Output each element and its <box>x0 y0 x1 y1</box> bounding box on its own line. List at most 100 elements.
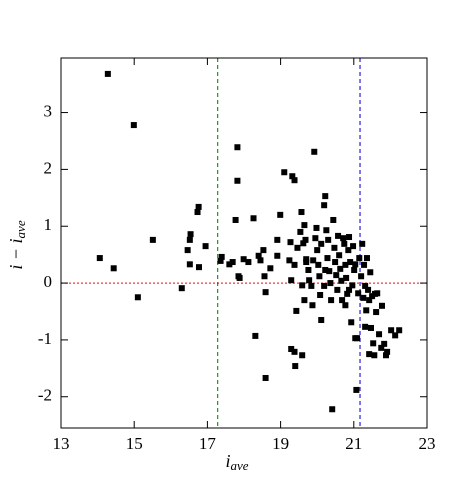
point <box>178 285 185 292</box>
point <box>339 297 346 304</box>
point <box>358 273 365 280</box>
point <box>288 277 295 284</box>
point <box>194 209 201 216</box>
point <box>309 302 316 309</box>
point <box>217 257 224 264</box>
point <box>365 286 372 293</box>
x-axis-label: iave <box>225 451 248 473</box>
point <box>363 307 370 314</box>
point <box>338 277 345 284</box>
point <box>343 274 350 281</box>
point <box>373 309 380 316</box>
point <box>356 255 363 262</box>
point <box>130 122 137 129</box>
point <box>195 264 202 271</box>
x-label-sub: ave <box>230 458 248 473</box>
point <box>318 317 325 324</box>
point <box>333 272 340 279</box>
point <box>322 193 329 200</box>
point <box>274 252 281 259</box>
y-label-sub: ave <box>13 220 28 238</box>
point <box>261 273 268 280</box>
point <box>252 332 259 339</box>
point <box>300 240 307 247</box>
point <box>383 352 390 359</box>
point <box>336 252 343 259</box>
point <box>340 235 347 242</box>
point <box>187 231 194 238</box>
point <box>298 209 305 216</box>
point <box>316 273 323 280</box>
point <box>229 259 236 266</box>
y-tick-label: 0 <box>44 272 53 291</box>
point <box>318 240 325 247</box>
point <box>344 290 351 297</box>
point <box>384 348 391 355</box>
point <box>362 323 369 330</box>
point <box>234 144 241 151</box>
point <box>292 363 299 370</box>
y-tick-label: -2 <box>38 386 52 405</box>
point <box>315 261 322 268</box>
point <box>354 335 361 342</box>
point <box>286 257 293 264</box>
point <box>330 216 337 223</box>
point <box>324 255 331 262</box>
point <box>346 234 353 241</box>
point <box>366 297 373 304</box>
point <box>317 292 324 299</box>
point <box>184 247 191 254</box>
point <box>335 232 342 239</box>
point <box>321 282 328 289</box>
point <box>378 302 385 309</box>
point <box>329 406 336 413</box>
point <box>134 294 141 301</box>
point <box>392 332 399 339</box>
point <box>277 211 284 218</box>
point <box>378 344 385 351</box>
point <box>305 266 312 273</box>
y-tick-label: 2 <box>44 158 53 177</box>
y-tick-label: 3 <box>44 101 53 120</box>
point <box>294 244 301 251</box>
point <box>310 257 317 264</box>
point <box>202 243 209 250</box>
point <box>327 280 334 287</box>
point <box>345 247 352 254</box>
point <box>371 352 378 359</box>
point <box>195 203 202 210</box>
point <box>325 236 332 243</box>
point <box>321 202 328 209</box>
point <box>342 302 349 309</box>
point <box>218 253 225 260</box>
point <box>326 268 333 275</box>
x-tick-label: 17 <box>199 434 217 453</box>
point <box>342 261 349 268</box>
point <box>255 252 262 259</box>
point <box>374 290 381 297</box>
y-tick-label: -1 <box>38 329 52 348</box>
point <box>353 386 360 393</box>
point <box>303 259 310 266</box>
point <box>291 348 298 355</box>
point <box>350 243 357 250</box>
x-tick-label: 23 <box>419 434 436 453</box>
point <box>299 352 306 359</box>
point <box>366 351 373 358</box>
point <box>96 255 103 262</box>
point <box>323 227 330 234</box>
point <box>351 266 358 273</box>
x-tick-label: 15 <box>126 434 143 453</box>
y-axis-label: i − iave <box>6 220 28 269</box>
point <box>332 259 339 266</box>
point <box>322 266 329 273</box>
point <box>291 261 298 268</box>
point <box>281 169 288 176</box>
point <box>297 228 304 235</box>
point <box>334 286 341 293</box>
point <box>240 256 247 263</box>
point <box>104 70 111 77</box>
point <box>311 148 318 155</box>
